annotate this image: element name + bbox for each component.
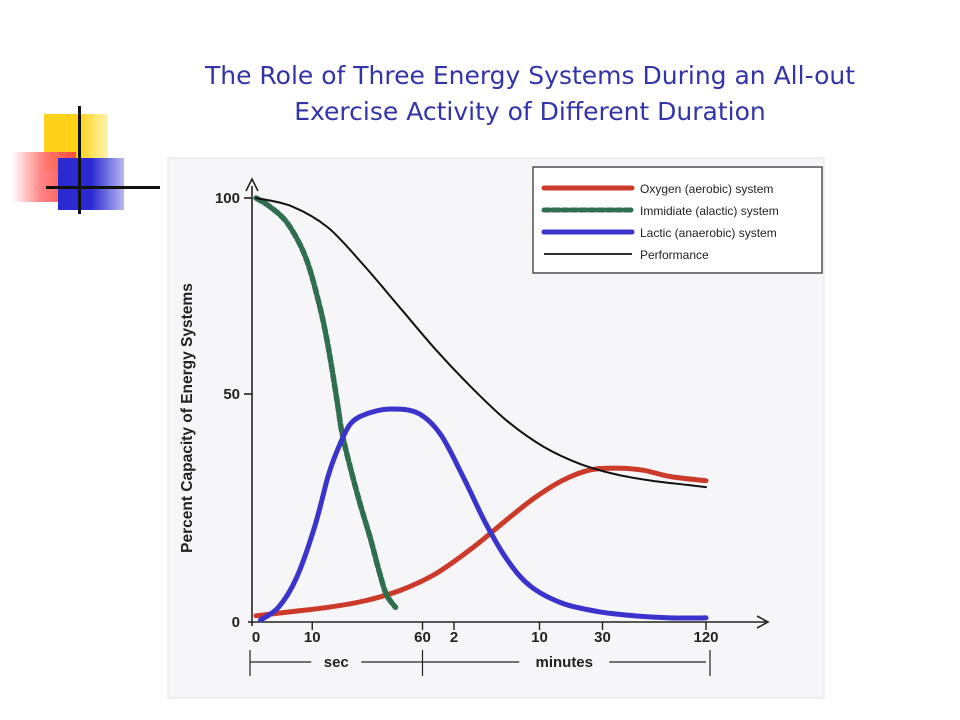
slide-title-line-2: Exercise Activity of Different Duration <box>294 97 766 126</box>
y-axis-label: Percent Capacity of Energy Systems <box>179 283 196 553</box>
slide-title-line-1: The Role of Three Energy Systems During … <box>204 61 856 90</box>
x-tick-label: 60 <box>414 629 431 646</box>
x-tick-label: 10 <box>304 629 321 646</box>
x-tick-label: 120 <box>693 629 718 646</box>
y-tick-label-0: 0 <box>232 614 240 631</box>
series-line-lactic <box>258 406 709 623</box>
series-line-oxygen <box>253 465 709 619</box>
x-group-label: minutes <box>535 654 593 671</box>
legend-label-immediate: Immidiate (alactic) system <box>640 204 779 218</box>
y-axis-arrow <box>245 177 259 192</box>
y-tick-label-50: 50 <box>223 386 240 403</box>
x-axis-arrow <box>756 615 770 629</box>
x-tick-label: 2 <box>450 629 458 646</box>
y-tick-label-100: 100 <box>215 190 240 207</box>
x-groups: sec minutes <box>249 650 711 676</box>
x-tick-label: 0 <box>252 629 260 646</box>
ornament-vertical-line <box>78 106 81 214</box>
ornament-blue-square <box>58 158 124 210</box>
x-group-label: sec <box>324 654 349 671</box>
x-tick-label: 30 <box>594 629 611 646</box>
x-tick-label: 10 <box>531 629 548 646</box>
corner-ornament <box>0 100 170 220</box>
series-layer <box>253 195 709 623</box>
legend-box <box>532 166 823 274</box>
ornament-horizontal-line <box>46 186 160 189</box>
series-line-performance <box>255 197 707 489</box>
legend-label-performance: Performance <box>640 248 709 262</box>
x-ticks: 0 10 60 2 10 30 120 <box>252 622 719 646</box>
slide-title: The Role of Three Energy Systems During … <box>100 58 960 130</box>
legend-label-lactic: Lactic (anaerobic) system <box>640 226 777 240</box>
series-line-immediate <box>253 195 399 611</box>
legend: Oxygen (aerobic) system Immidiate (alact… <box>532 166 823 274</box>
legend-label-oxygen: Oxygen (aerobic) system <box>640 182 773 196</box>
